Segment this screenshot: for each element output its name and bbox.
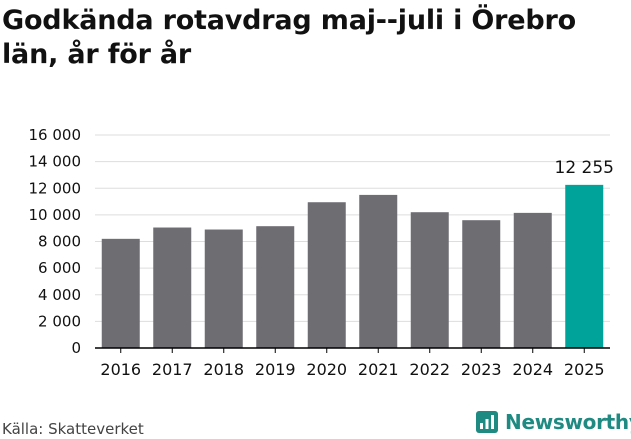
brand-logo: Newsworthy [476,410,631,434]
y-tick-label: 14 000 [29,153,82,171]
bar-2016 [101,238,140,348]
y-tick-label: 8 000 [38,233,81,251]
data-label: 12 255 [555,158,614,178]
bar-2025 [565,184,604,348]
brand-name: Newsworthy [505,410,631,434]
y-tick-label: 10 000 [29,206,82,224]
bar-2017 [153,227,192,348]
x-tick-label: 2021 [358,360,399,379]
x-tick-label: 2022 [409,360,450,379]
y-tick-label: 0 [71,339,81,357]
x-tick-label: 2025 [564,360,605,379]
x-tick-label: 2020 [306,360,347,379]
bar-2021 [359,194,398,348]
newsworthy-logo-icon [476,411,498,433]
y-tick-label: 16 000 [29,126,82,144]
bar-chart: 0 2 000 4 000 6 000 8 000 10 000 12 000 14 000 1… [29,126,614,379]
x-tick-label: 2024 [512,360,553,379]
source-note: Källa: Skatteverket [2,420,144,438]
bar-2018 [204,229,243,348]
x-tick-label: 2019 [255,360,296,379]
x-tick-label: 2018 [203,360,244,379]
x-tick-label: 2017 [152,360,193,379]
bar-2022 [410,212,449,348]
bar-2019 [256,226,295,348]
bar-2024 [513,212,552,348]
x-tick-label: 2023 [461,360,502,379]
y-tick-label: 12 000 [29,179,82,197]
y-tick-label: 6 000 [38,259,81,277]
y-tick-label: 2 000 [38,312,81,330]
bar-2023 [462,220,501,348]
y-tick-label: 4 000 [38,286,81,304]
chart-title: Godkända rotavdrag maj--juli i Örebro lä… [2,5,576,70]
bar-2020 [307,202,346,348]
x-tick-label: 2016 [100,360,141,379]
